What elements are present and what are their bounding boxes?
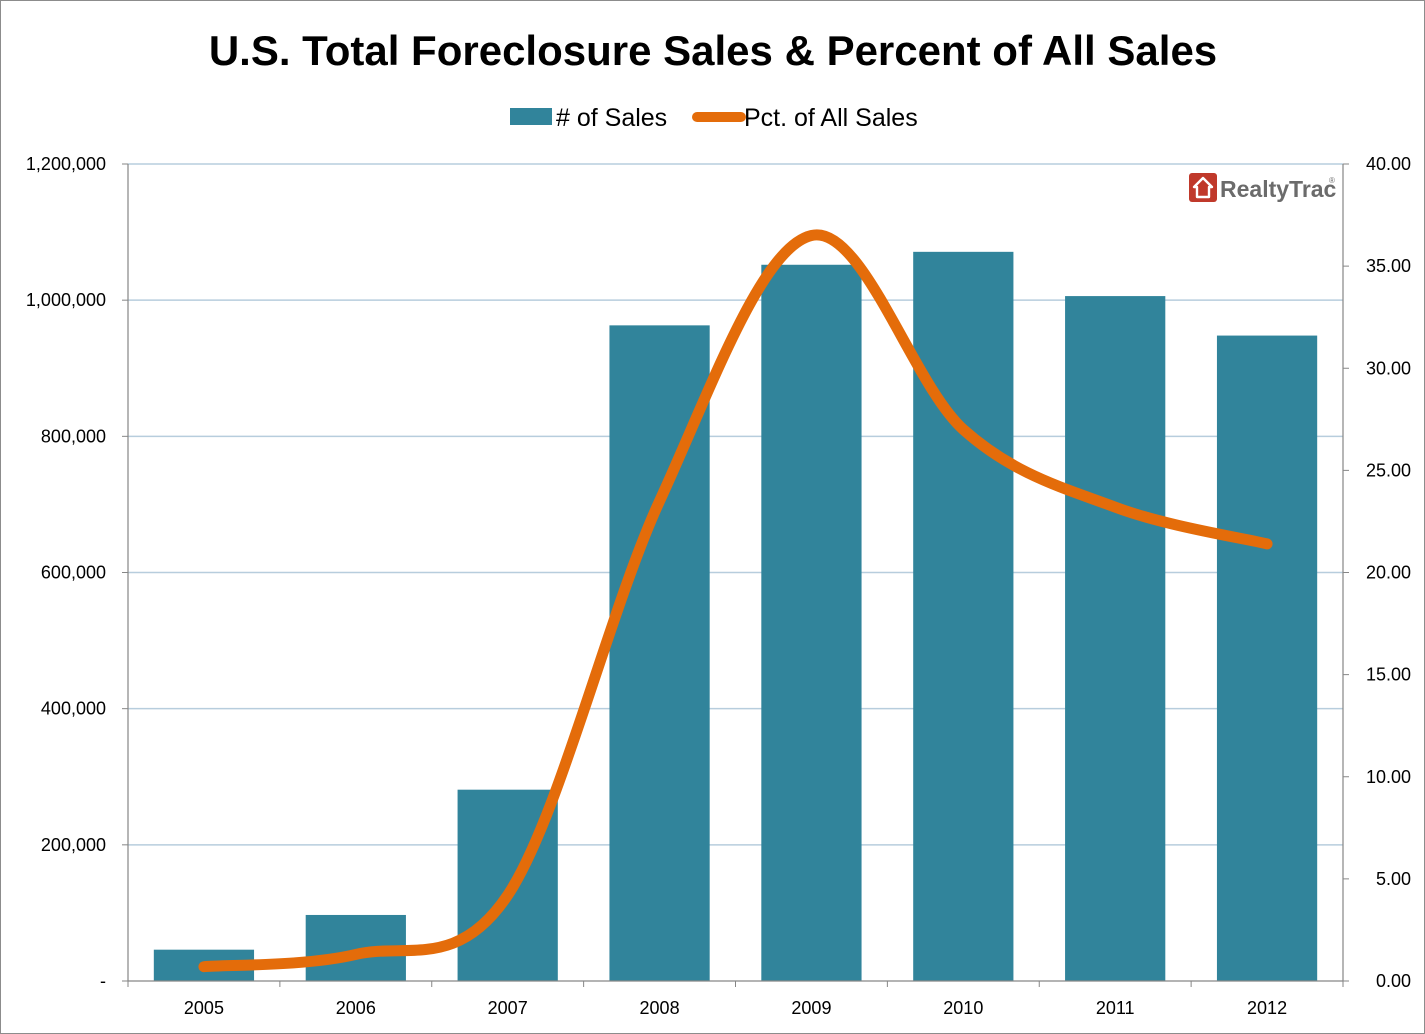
logo-text: RealtyTrac xyxy=(1220,176,1337,202)
gridlines xyxy=(128,163,1343,846)
x-tick-label: 2009 xyxy=(791,998,831,1018)
right-tick-label: 30.00 xyxy=(1366,358,1411,378)
right-tick-label: 20.00 xyxy=(1366,563,1411,583)
left-tick-label: 800,000 xyxy=(41,426,106,446)
left-tick-label: 600,000 xyxy=(41,563,106,583)
x-axis-ticks: 2005 2006 2007 2008 2009 2010 2011 2012 xyxy=(184,998,1287,1018)
x-tick-label: 2012 xyxy=(1247,998,1287,1018)
right-axis-ticks: 0.00 5.00 10.00 15.00 20.00 25.00 30.00 35.00 40… xyxy=(1366,154,1411,991)
left-axis-ticks: - 200,000 400,000 600,000 800,000 1,000,000 1,… xyxy=(26,154,106,991)
left-tick-label: 1,000,000 xyxy=(26,290,106,310)
bar-2010 xyxy=(913,251,1014,981)
realtytrac-logo: RealtyTrac ® xyxy=(1189,173,1337,202)
right-tick-label: 40.00 xyxy=(1366,154,1411,174)
chart-title: U.S. Total Foreclosure Sales & Percent o… xyxy=(209,27,1217,74)
legend: # of Sales Pct. of All Sales xyxy=(510,104,918,132)
bar-2009 xyxy=(761,264,862,982)
right-tick-label: 35.00 xyxy=(1366,256,1411,276)
x-tick-label: 2007 xyxy=(488,998,528,1018)
x-tick-label: 2005 xyxy=(184,998,224,1018)
right-tick-label: 10.00 xyxy=(1366,767,1411,787)
right-tick-label: 25.00 xyxy=(1366,460,1411,480)
legend-label-pct: Pct. of All Sales xyxy=(744,104,918,132)
right-tick-label: 15.00 xyxy=(1366,665,1411,685)
axes xyxy=(122,163,1349,987)
left-tick-label: 200,000 xyxy=(41,835,106,855)
x-tick-label: 2011 xyxy=(1096,998,1135,1018)
right-tick-label: 0.00 xyxy=(1376,971,1411,991)
left-tick-label: 400,000 xyxy=(41,699,106,719)
x-tick-label: 2006 xyxy=(336,998,376,1018)
logo-registered-mark: ® xyxy=(1329,176,1335,185)
bar-2012 xyxy=(1216,335,1318,981)
bar-2011 xyxy=(1065,296,1166,981)
right-tick-label: 5.00 xyxy=(1376,869,1411,889)
left-tick-label: 1,200,000 xyxy=(26,154,106,174)
line-series xyxy=(198,229,1273,973)
x-tick-label: 2008 xyxy=(640,998,680,1018)
legend-swatch-sales xyxy=(510,108,552,125)
left-tick-label: - xyxy=(100,971,106,991)
bar-series xyxy=(153,251,1318,982)
pct-line xyxy=(198,229,1273,973)
x-tick-label: 2010 xyxy=(943,998,983,1018)
legend-label-sales: # of Sales xyxy=(556,104,667,132)
